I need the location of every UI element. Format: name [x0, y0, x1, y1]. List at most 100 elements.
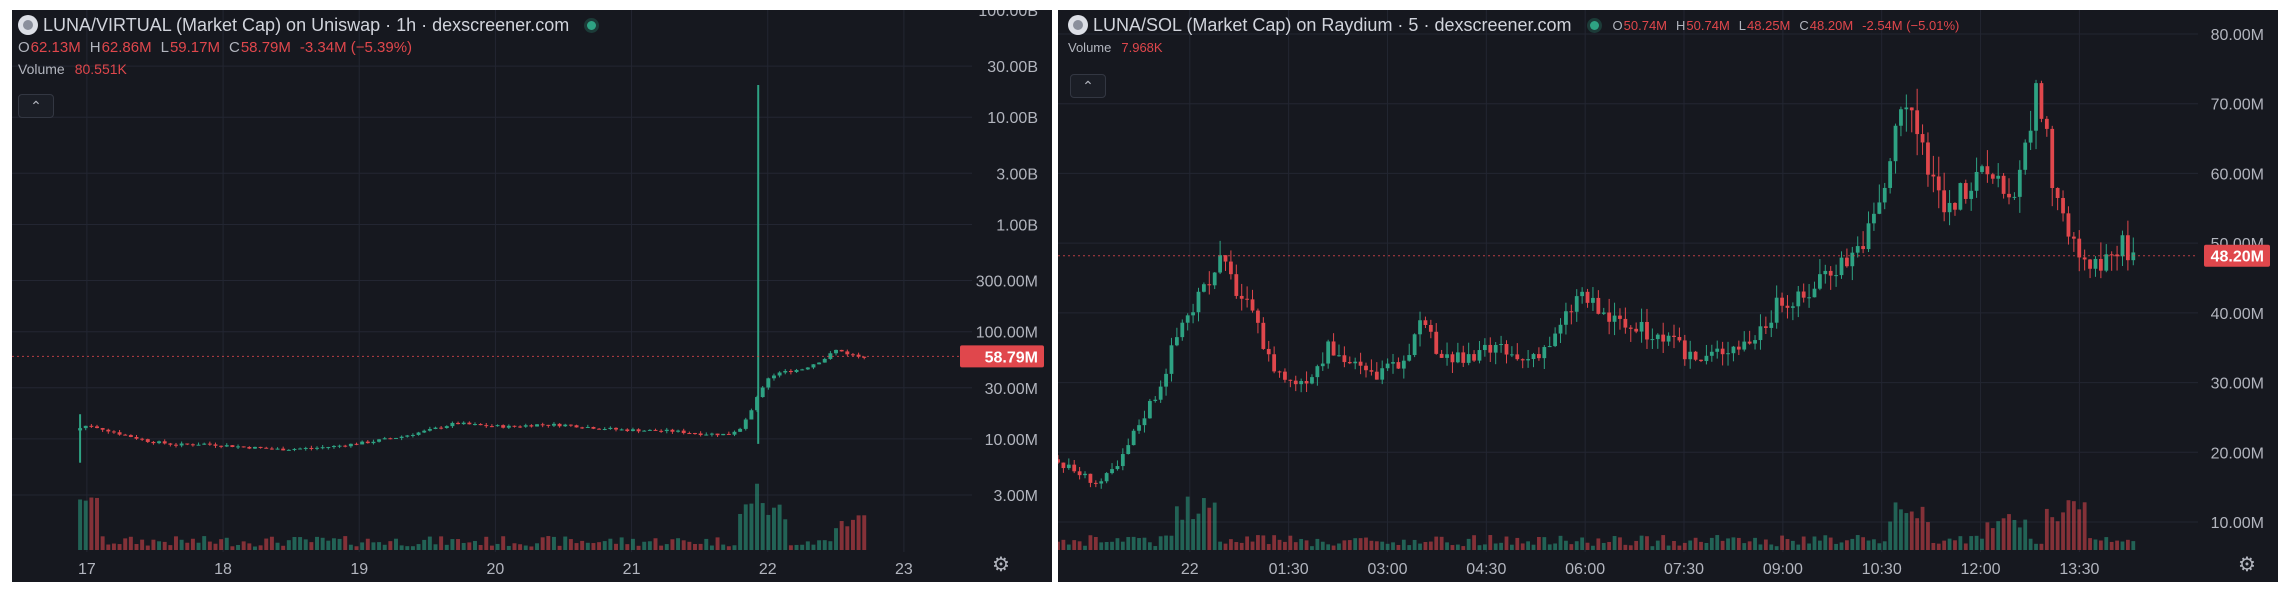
candle-body — [410, 434, 415, 436]
volume-bar — [275, 542, 280, 550]
volume-bar — [1250, 541, 1255, 550]
volume-bar — [269, 536, 274, 550]
volume-bar — [1115, 538, 1120, 550]
candle-body — [1066, 464, 1071, 469]
volume-bar — [331, 538, 336, 550]
candle-body — [1704, 355, 1709, 362]
volume-bar — [1374, 541, 1379, 550]
volume-bar — [1445, 542, 1449, 550]
volume-bar — [292, 536, 297, 550]
volume-bar — [1774, 546, 1779, 550]
candle-body — [1499, 344, 1503, 346]
candle-body — [1320, 363, 1325, 367]
volume-bar — [1472, 535, 1476, 550]
candle-body — [1904, 107, 1909, 110]
chart-settings-button[interactable]: ⚙ — [2236, 554, 2258, 576]
x-axis-tick-label: 06:00 — [1565, 561, 1605, 578]
chart-canvas-luna-sol[interactable]: 80.00M70.00M60.00M50.00M40.00M30.00M20.0… — [1058, 10, 2278, 582]
volume-bar — [1704, 542, 1709, 550]
volume-bar — [1882, 541, 1887, 550]
candle-body — [1445, 354, 1449, 358]
candle-body — [1164, 373, 1168, 387]
volume-bar — [856, 515, 861, 550]
candle-body — [252, 446, 257, 449]
volume-bar — [721, 544, 726, 550]
candle-body — [1834, 275, 1838, 277]
volume-bar — [1239, 542, 1244, 550]
volume-bar — [281, 545, 286, 550]
candle-body — [518, 426, 523, 428]
volume-bar — [1434, 536, 1439, 550]
volume-bar — [1650, 546, 1655, 550]
chart-settings-button[interactable]: ⚙ — [990, 554, 1012, 576]
x-axis-tick-label: 01:30 — [1269, 561, 1309, 578]
candle-body — [1083, 473, 1087, 476]
volume-bar — [501, 536, 506, 550]
candle-body — [2061, 197, 2065, 214]
candle-body — [230, 445, 235, 447]
candle-body — [106, 429, 111, 432]
x-axis-tick-label: 17 — [78, 561, 96, 578]
collapse-legend-button[interactable]: ⌃ — [1070, 74, 1106, 98]
volume-bar — [1861, 537, 1866, 550]
volume-value: 7.968K — [1121, 39, 1163, 55]
volume-bar — [1796, 544, 1801, 550]
volume-bar — [1326, 544, 1331, 550]
candle-body — [1304, 381, 1309, 384]
volume-bar — [2098, 540, 2103, 550]
volume-bar — [190, 538, 195, 550]
ohlc-low: 48.25M — [1747, 17, 1791, 33]
volume-bar — [1174, 506, 1179, 550]
volume-bar — [1499, 542, 1503, 550]
candle-body — [585, 426, 590, 428]
ohlc-readout: O 62.13M H 62.86M L 59.17M C 58.79M -3.34M (… — [18, 38, 413, 56]
volume-bar — [1450, 545, 1455, 550]
candle-body — [174, 444, 178, 446]
volume-bar — [1807, 543, 1811, 550]
candle-body — [365, 441, 370, 444]
volume-bar — [1639, 535, 1644, 550]
volume-bar — [1058, 541, 1060, 550]
volume-bar — [439, 536, 444, 550]
volume-bar — [664, 544, 669, 550]
candle-body — [190, 444, 195, 446]
volume-bar — [563, 536, 568, 550]
candle-body — [444, 426, 449, 429]
volume-bar — [1785, 539, 1790, 550]
volume-bar — [1428, 541, 1433, 550]
candle-body — [224, 445, 229, 447]
volume-bar — [1812, 536, 1817, 550]
chart-canvas-luna-virtual[interactable]: 100.00B 30.00B 10.00B 3.00B 1.00B 300.00M 100.… — [12, 10, 1052, 582]
volume-bar — [1780, 535, 1784, 550]
chart-panel-luna-sol[interactable]: 80.00M 70.00M 60.00M 50.00M 40.00M 30.00M 20.0… — [1058, 10, 2278, 582]
candle-body — [2082, 257, 2087, 260]
candle-body — [1310, 377, 1314, 384]
candle-body — [1634, 328, 1639, 332]
volume-bar — [1385, 543, 1390, 550]
candle-body — [794, 369, 799, 373]
volume-bar — [715, 537, 720, 550]
volume-bar — [1310, 546, 1314, 550]
volume-bar — [766, 514, 771, 550]
volume-bar — [1461, 546, 1466, 550]
volume-bar — [1256, 535, 1260, 550]
collapse-legend-button[interactable]: ⌃ — [18, 94, 54, 118]
volume-bar — [1980, 538, 1984, 550]
candle-body — [653, 429, 658, 431]
candle-body — [298, 448, 303, 450]
volume-bar — [348, 544, 353, 550]
volume-bar — [2034, 543, 2038, 550]
chart-panel-luna-virtual[interactable]: 100.00B 30.00B 10.00B 3.00B 1.00B 300.00M 100.… — [12, 10, 1052, 582]
candle-body — [377, 439, 382, 442]
x-axis-tick-label: 03:00 — [1367, 561, 1407, 578]
volume-bar — [1753, 537, 1757, 550]
candle-body — [1839, 257, 1844, 276]
candle-body — [1985, 166, 1990, 175]
volume-bar — [1915, 518, 1920, 550]
volume-bar — [315, 536, 319, 550]
volume-bar — [1601, 542, 1606, 550]
y-axis-tick-label: 3.00B — [996, 166, 1038, 183]
candle-body — [1720, 348, 1725, 355]
volume-bar — [264, 538, 269, 550]
candle-body — [1845, 257, 1849, 267]
